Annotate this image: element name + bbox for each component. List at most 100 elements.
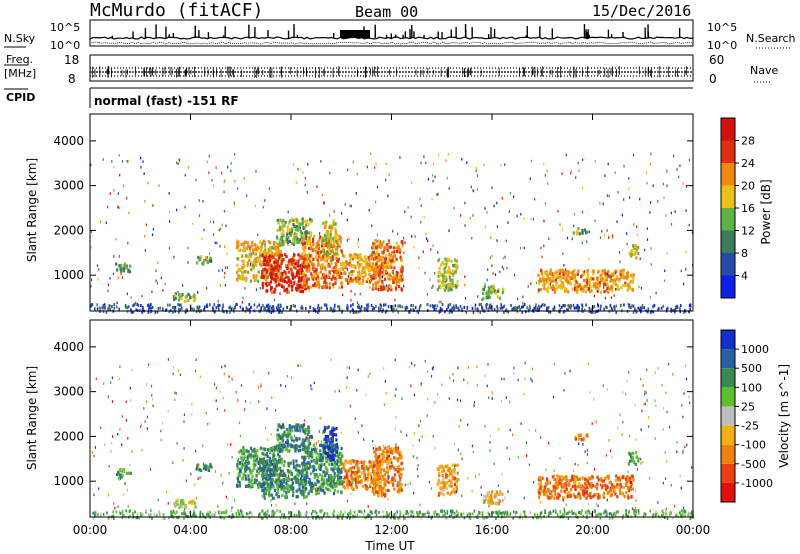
echo-cell <box>540 270 543 274</box>
echo-cell <box>343 254 346 258</box>
echo-cell <box>289 432 292 436</box>
echo-cell <box>281 227 284 231</box>
noise-cell <box>392 271 394 275</box>
echo-cell <box>312 257 315 261</box>
echo-cell <box>363 267 366 271</box>
noise-cell <box>226 252 228 256</box>
echo-cell <box>274 448 277 452</box>
echo-cell <box>268 254 271 258</box>
echo-cell <box>374 482 377 486</box>
echo-cell <box>611 289 614 293</box>
echo-cell <box>288 221 291 225</box>
echo-cell <box>320 482 323 486</box>
echo-cell <box>582 287 585 291</box>
noise-cell <box>397 232 399 236</box>
echo-cell <box>401 269 404 273</box>
echo-cell <box>291 276 294 280</box>
echo-cell <box>575 280 578 284</box>
echo-cell <box>299 477 302 481</box>
echo-cell <box>557 275 560 279</box>
echo-cell <box>319 250 322 254</box>
echo-cell <box>273 462 276 467</box>
noise-cell <box>263 239 265 243</box>
noise-cell <box>688 223 690 227</box>
echo-cell <box>358 277 361 281</box>
echo-cell <box>379 258 382 262</box>
echo-cell <box>200 255 203 259</box>
echo-cell <box>272 246 275 250</box>
ground-scatter-cell <box>366 306 369 310</box>
ground-scatter-cell <box>643 306 645 310</box>
noise-cell <box>575 176 577 179</box>
noise-cell <box>201 237 203 241</box>
echo-cell <box>398 280 401 284</box>
echo-cell <box>397 469 400 473</box>
echo-cell <box>337 257 340 261</box>
noise-cell <box>599 236 602 239</box>
echo-cell <box>567 290 570 294</box>
echo-cell <box>318 466 321 470</box>
echo-cell <box>280 235 283 240</box>
echo-cell <box>355 483 358 487</box>
noise-cell <box>224 245 226 248</box>
cpid-panel: CPID normal (fast) -151 RF <box>4 87 693 108</box>
ground-scatter-cell <box>438 310 440 314</box>
echo-cell <box>278 241 281 245</box>
echo-cell <box>307 425 310 429</box>
echo-cell <box>256 246 259 250</box>
echo-cell <box>264 489 267 493</box>
noise-cell <box>513 195 515 198</box>
ground-scatter-cell <box>564 304 567 308</box>
ground-scatter-cell <box>593 304 595 308</box>
echo-cell <box>314 482 317 486</box>
echo-cell <box>324 255 327 259</box>
ground-scatter-cell <box>139 308 141 312</box>
echo-cell <box>319 468 322 472</box>
noise-cell <box>217 300 219 303</box>
echo-cell <box>263 457 266 461</box>
echo-cell <box>302 279 305 283</box>
noise-cell <box>233 203 236 207</box>
ground-scatter-cell <box>181 306 183 310</box>
echo-cell <box>373 450 376 454</box>
echo-cell <box>381 261 384 266</box>
nave-tick-top: 60 <box>709 53 724 67</box>
echo-cell <box>245 484 249 488</box>
echo-cell <box>272 453 275 457</box>
echo-cell <box>606 275 609 279</box>
echo-cell <box>615 274 618 278</box>
noise-cell <box>448 187 450 190</box>
echo-cell <box>284 271 287 275</box>
echo-cell <box>238 450 241 454</box>
echo-cell <box>315 277 318 281</box>
noise-cell <box>676 168 678 171</box>
echo-cell <box>561 281 564 285</box>
echo-cell <box>248 253 252 257</box>
ground-scatter-cell <box>662 304 665 308</box>
echo-cell <box>300 289 303 293</box>
noise-cell <box>130 296 132 299</box>
echo-cell <box>360 257 363 261</box>
noise-cell <box>357 241 359 244</box>
echo-cell <box>448 479 451 483</box>
ground-scatter-cell <box>652 310 655 314</box>
echo-cell <box>298 238 302 242</box>
noise-cell <box>386 275 388 279</box>
echo-cell <box>496 295 499 299</box>
echo-cell <box>251 469 254 473</box>
noise-cell <box>141 294 143 298</box>
ground-scatter-cell <box>568 305 570 309</box>
echo-cell <box>120 264 123 268</box>
echo-cell <box>281 443 284 447</box>
echo-cell <box>331 462 334 467</box>
noise-cell <box>282 274 284 277</box>
ground-scatter-cell <box>674 308 677 312</box>
echo-cell <box>329 261 332 265</box>
echo-cell <box>438 266 441 270</box>
noise-cell <box>350 204 352 208</box>
ground-scatter-cell <box>588 307 591 311</box>
echo-cell <box>331 256 334 260</box>
noise-cell <box>176 161 178 165</box>
echo-cell <box>300 254 303 258</box>
echo-cell <box>451 489 454 493</box>
